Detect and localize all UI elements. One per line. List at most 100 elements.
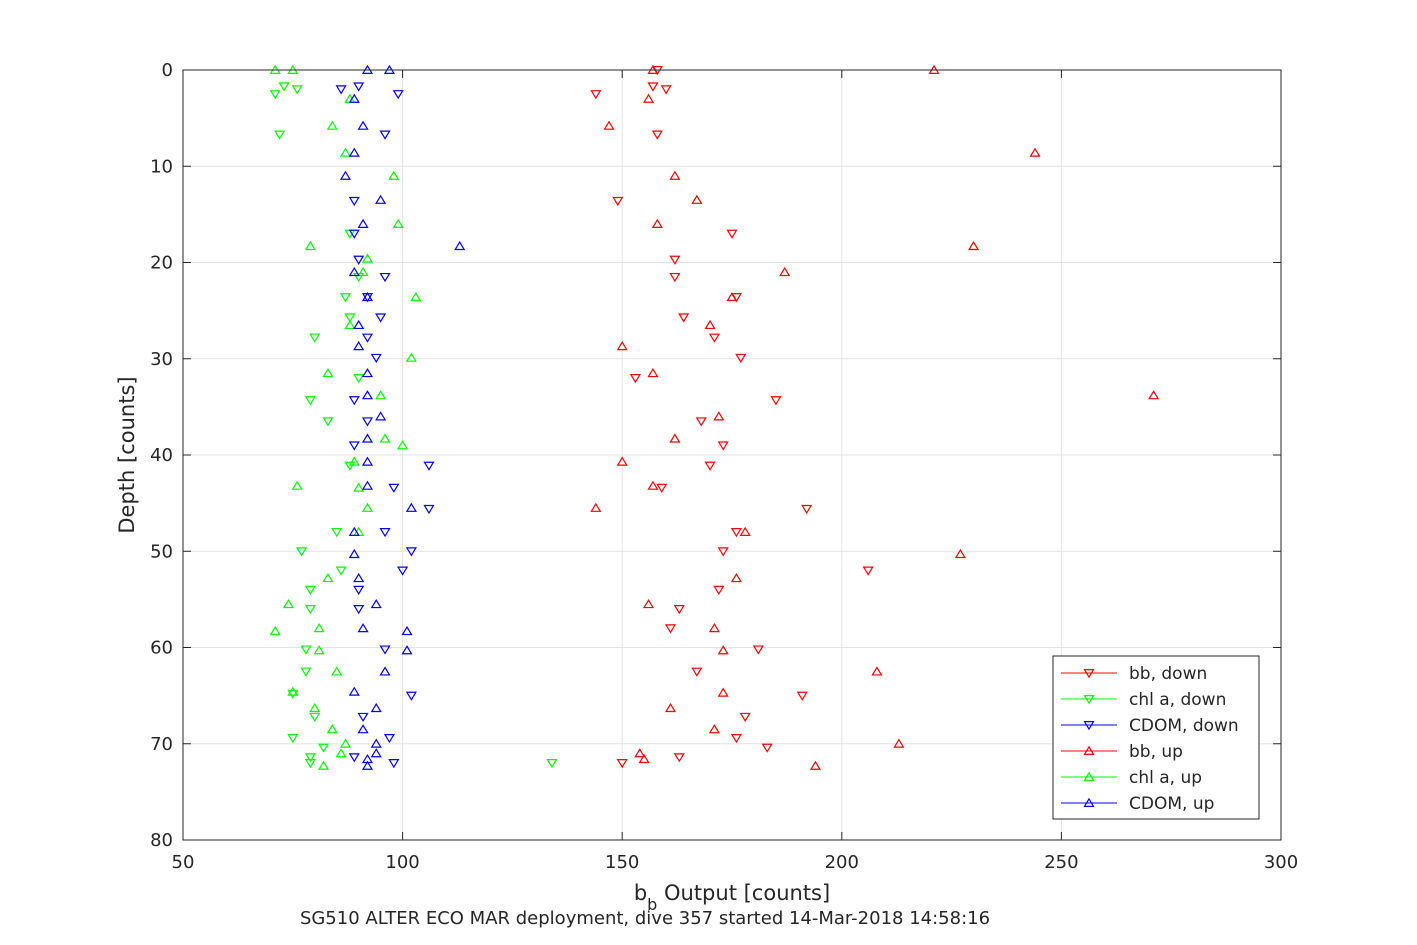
data-point [388,759,400,769]
series-bb-up [590,64,1160,770]
y-tick-label: 0 [162,60,173,81]
data-point [331,528,343,538]
data-point [370,702,382,713]
data-point [603,120,615,130]
legend-label: chl a, down [1129,690,1226,710]
data-point [761,743,773,753]
data-point [282,598,294,609]
data-point [730,528,742,538]
data-point [375,313,387,323]
data-point [304,753,316,763]
data-point [379,130,391,140]
data-point [370,598,382,609]
data-point [353,319,365,330]
data-point [361,502,374,512]
data-point [647,480,659,490]
data-point [801,504,813,515]
data-point [388,170,400,180]
data-point [401,645,413,655]
data-point [370,748,382,758]
data-point [695,417,707,427]
data-point [809,760,822,770]
data-point [405,547,417,557]
data-point [642,598,655,609]
data-point [647,367,659,378]
data-point [379,645,391,655]
data-point [361,291,374,302]
data-point [304,396,316,406]
data-point [353,482,365,492]
legend-marker [1083,695,1095,705]
data-point [375,411,387,421]
data-point [590,502,602,512]
data-point [357,120,369,130]
data-point [717,441,729,451]
data-point [708,333,720,343]
data-point [967,240,980,251]
data-point [379,666,391,676]
data-point [862,566,874,576]
data-point [309,702,321,713]
data-point [423,504,435,515]
data-point [353,605,365,615]
data-point [397,566,409,576]
data-points [269,64,1160,770]
data-point [335,566,347,576]
data-point [357,266,369,277]
x-tick-label: 300 [1264,852,1298,873]
data-point [454,240,466,251]
legend-marker [1083,721,1095,731]
data-point [304,240,316,251]
data-point [313,623,325,633]
data-point [713,411,725,421]
series-bb-down [590,66,874,769]
data-point [379,272,391,283]
data-point [590,90,602,100]
data-point [309,712,321,723]
legend-label: chl a, up [1129,768,1202,788]
data-point [348,548,360,559]
data-point [726,291,738,302]
data-point [317,743,330,753]
data-point [322,367,334,378]
data-point [691,667,703,677]
data-point [370,353,382,363]
data-point [348,753,360,763]
data-point [669,170,681,180]
data-point [348,147,360,157]
data-point [361,417,374,427]
data-point [752,645,764,655]
data-point [331,666,343,676]
data-point [616,456,628,466]
data-point [304,585,316,595]
data-point [357,218,369,228]
data-point [642,93,655,103]
legend-marker [1083,797,1095,807]
data-point [317,760,330,770]
data-point [353,82,365,92]
data-point [954,548,966,559]
data-point [871,666,883,676]
data-point [278,82,290,92]
data-point [660,85,672,95]
data-point [344,461,356,471]
data-point [647,82,659,92]
data-point [405,691,417,701]
data-point [304,759,316,769]
data-point [708,724,720,734]
data-point [401,625,413,636]
data-point [361,433,374,443]
data-point [423,461,435,471]
data-point [357,623,369,633]
data-point [287,734,299,744]
data-point [335,748,347,758]
data-point [629,374,641,384]
data-point [796,691,808,701]
y-tick-label: 50 [150,541,173,562]
data-point [348,441,360,451]
data-point [730,572,742,583]
caption: SG510 ALTER ECO MAR deployment, dive 357… [300,908,990,929]
data-point [739,712,751,723]
data-point [708,623,720,633]
data-point [348,266,360,277]
